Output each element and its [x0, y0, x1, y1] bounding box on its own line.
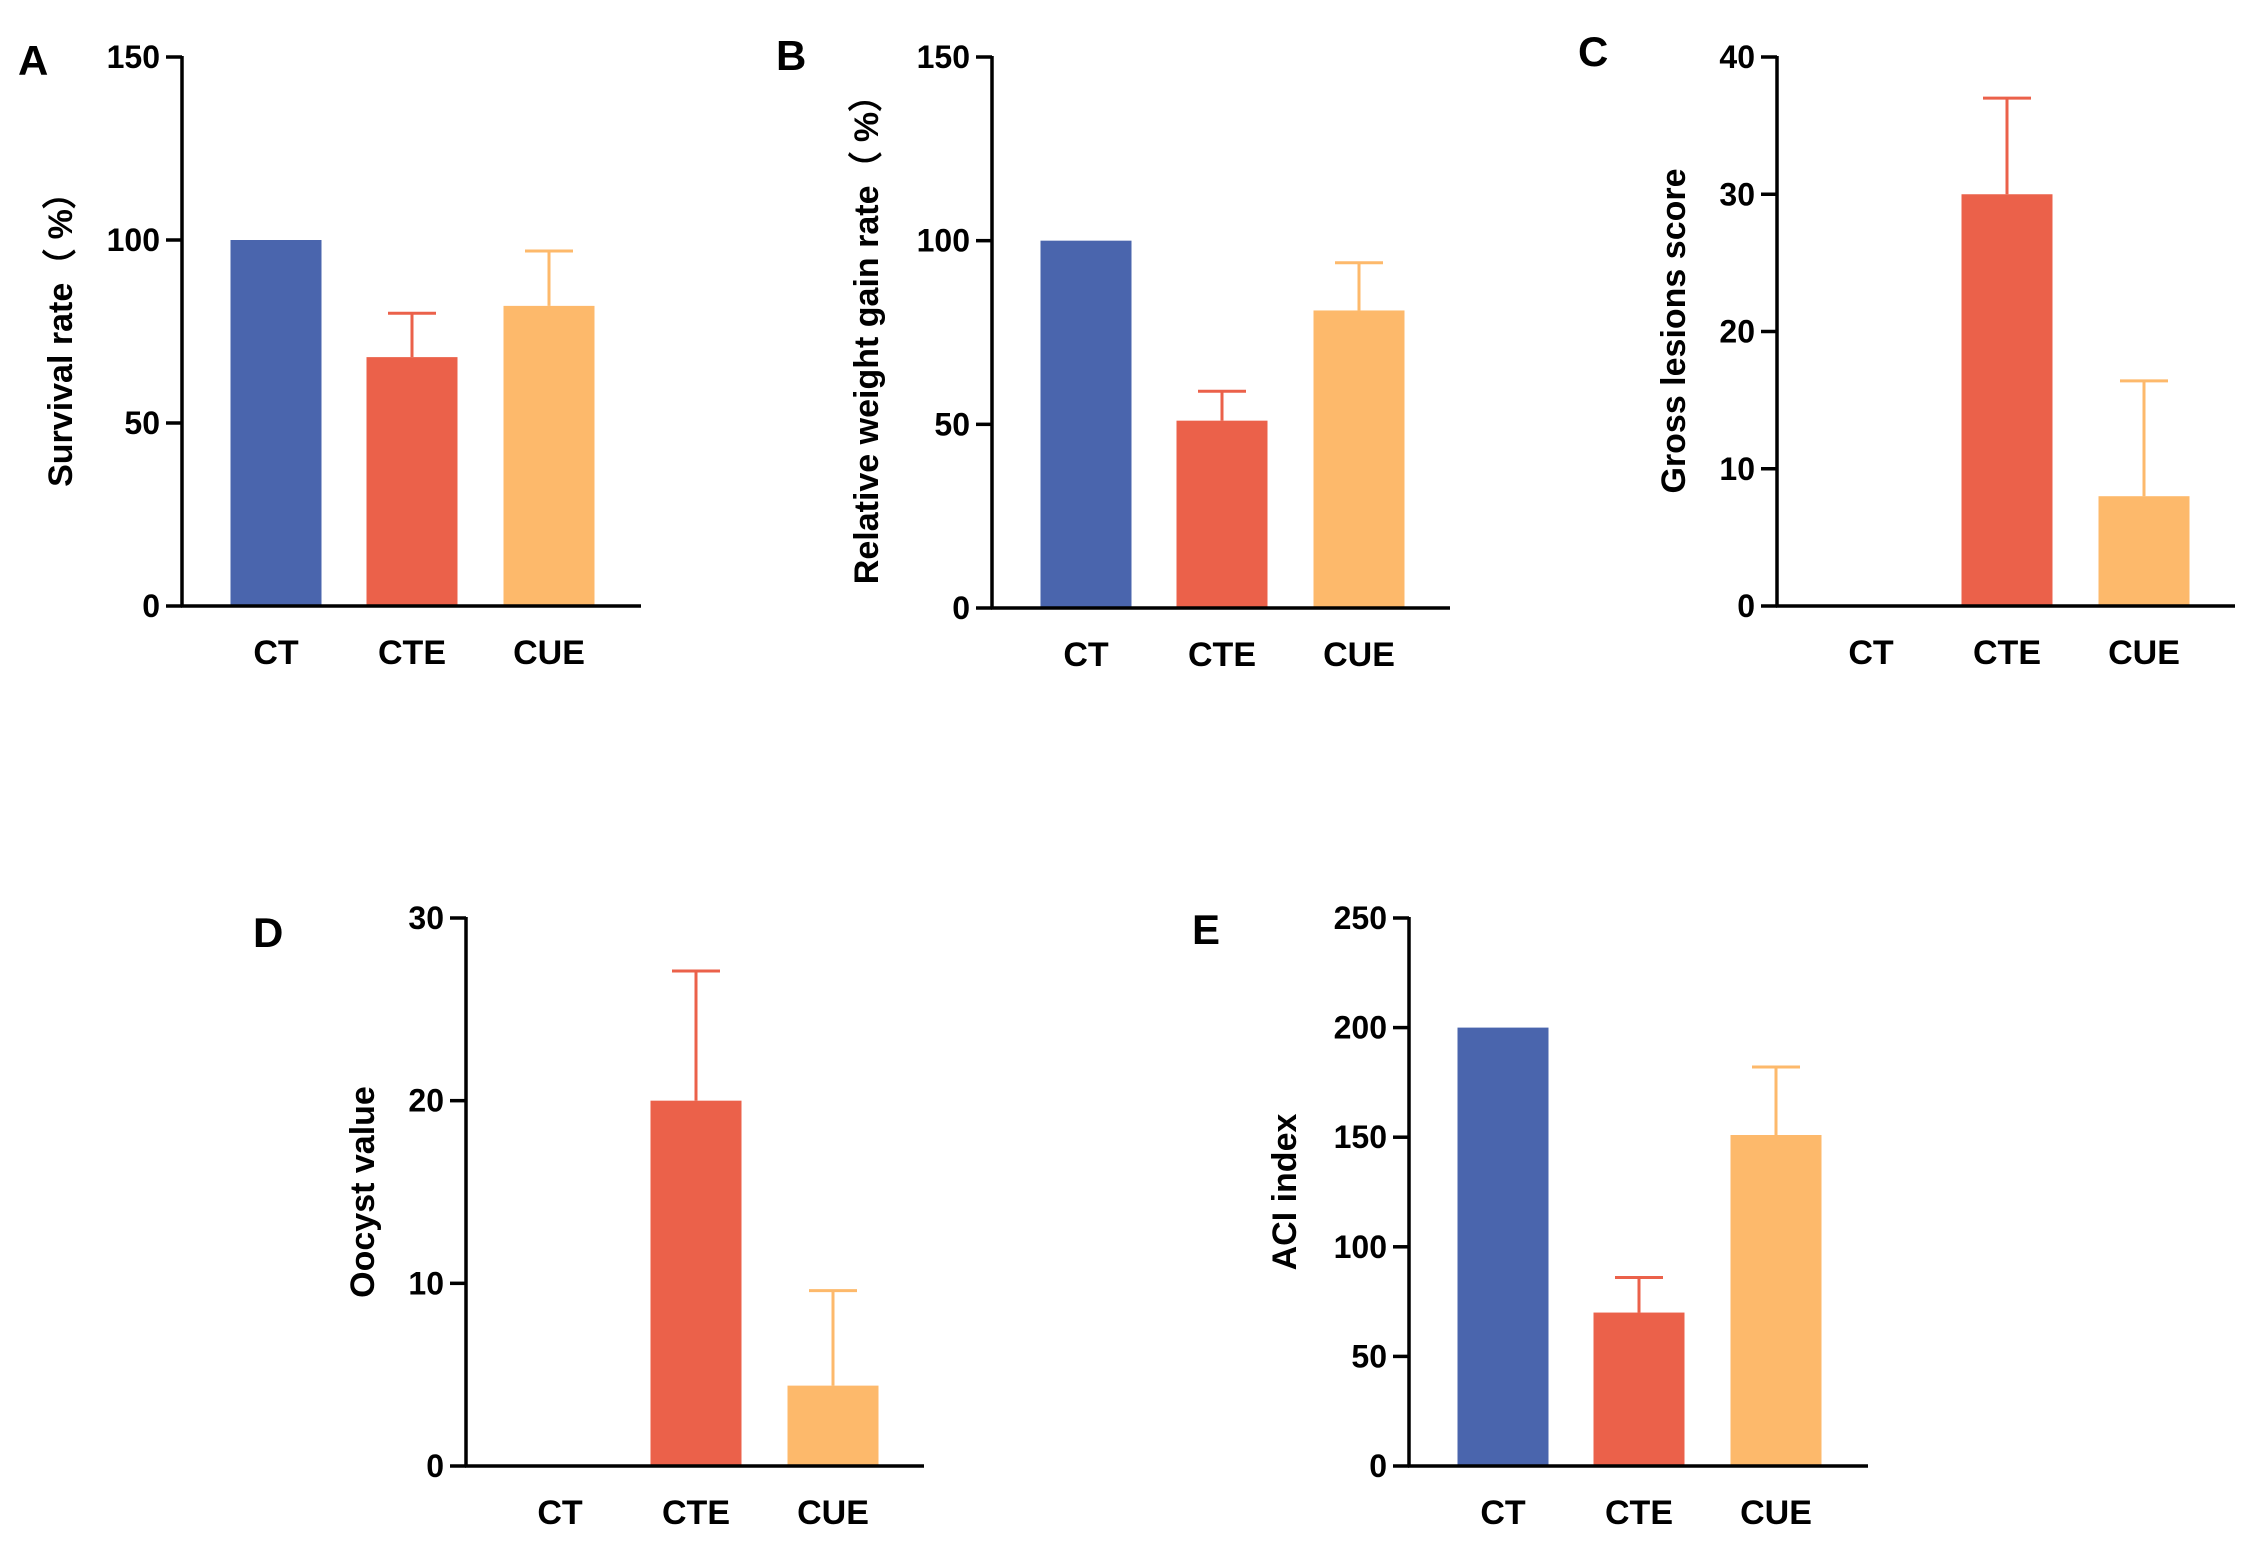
error-bar-cte: [1983, 96, 2031, 195]
chart-panel-c: C Gross lesions score CT CTE CUE 0 10 20 30 40: [1578, 28, 2235, 672]
panel-letter: A: [18, 37, 48, 84]
y-tick-label: 50: [934, 406, 970, 442]
chart-panel-a: A Survival rate（ %） CT CTE CUE 0 50 100 150: [18, 37, 641, 672]
error-bar-cte: [1198, 389, 1246, 421]
y-tick-label: 150: [1334, 1119, 1387, 1155]
bar-cue: [1730, 1135, 1822, 1466]
y-tick-label: 50: [124, 405, 160, 441]
y-tick-label: 150: [917, 39, 970, 75]
x-tick-label-cte: CTE: [662, 1494, 730, 1532]
y-tick-label: 0: [952, 590, 970, 626]
y-axis-title: Relative weight gain rate（ %）: [847, 78, 886, 584]
y-tick-label: 0: [426, 1448, 444, 1484]
error-bar-cte: [1615, 1275, 1663, 1313]
y-tick-label: 10: [408, 1265, 444, 1301]
x-tick-label-ct: CT: [1480, 1494, 1526, 1532]
x-tick-label-ct: CT: [1063, 636, 1109, 674]
y-tick-label: 0: [1369, 1448, 1387, 1484]
x-tick-label-ct: CT: [1848, 634, 1894, 672]
y-tick-label: 0: [142, 588, 160, 624]
error-bar-cue: [1335, 261, 1383, 311]
y-tick-label: 100: [917, 223, 970, 259]
y-tick-label: 100: [107, 222, 160, 258]
y-tick-label: 10: [1719, 451, 1755, 487]
error-bar-cte: [672, 969, 720, 1101]
x-tick-label-cue: CUE: [2108, 634, 2180, 672]
error-bar-cte: [388, 311, 436, 358]
panel-letter: E: [1192, 906, 1220, 953]
bar-cte: [1593, 1312, 1685, 1466]
y-axis-title: Oocyst value: [344, 1086, 382, 1298]
y-tick-label: 250: [1334, 900, 1387, 936]
y-tick-label: 50: [1351, 1338, 1387, 1374]
y-axis-title: ACI index: [1266, 1114, 1304, 1271]
bar-cue: [787, 1385, 879, 1466]
error-bar-cue: [809, 1289, 857, 1386]
bar-ct: [1040, 240, 1132, 608]
bar-cue: [2098, 496, 2190, 606]
panel-letter: C: [1578, 28, 1608, 75]
bar-cte: [1961, 194, 2053, 606]
chart-panel-d: D Oocyst value CT CTE CUE 0 10 20 30: [253, 900, 924, 1532]
y-tick-label: 30: [1719, 176, 1755, 212]
x-tick-label-cue: CUE: [1740, 1494, 1812, 1532]
error-bar-cue: [525, 249, 573, 306]
x-tick-label-ct: CT: [537, 1494, 583, 1532]
y-tick-label: 0: [1737, 588, 1755, 624]
x-tick-label-ct: CT: [253, 634, 299, 672]
x-tick-label-cte: CTE: [1605, 1494, 1673, 1532]
error-bar-cue: [1752, 1065, 1800, 1136]
y-axis-title: Survival rate（ %）: [41, 175, 80, 487]
panel-letter: D: [253, 909, 283, 956]
bar-cte: [650, 1100, 742, 1466]
panel-letter: B: [776, 32, 806, 79]
chart-panel-b: B Relative weight gain rate（ %） CT CTE CUE 0 5…: [776, 32, 1450, 674]
chart-panel-e: E ACI index CT CTE CUE 0 50 100 150 200 250: [1192, 900, 1868, 1532]
bar-ct: [230, 240, 322, 606]
bar-cte: [1176, 420, 1268, 608]
y-tick-label: 30: [408, 900, 444, 936]
x-tick-label-cte: CTE: [378, 634, 446, 672]
y-tick-label: 20: [408, 1083, 444, 1119]
bar-ct: [1457, 1027, 1549, 1466]
x-tick-label-cte: CTE: [1188, 636, 1256, 674]
x-tick-label-cue: CUE: [513, 634, 585, 672]
bar-cte: [366, 357, 458, 606]
y-tick-label: 20: [1719, 314, 1755, 350]
x-tick-label-cue: CUE: [797, 1494, 869, 1532]
bar-cue: [1313, 310, 1405, 608]
y-tick-label: 150: [107, 39, 160, 75]
x-tick-label-cue: CUE: [1323, 636, 1395, 674]
y-tick-label: 40: [1719, 39, 1755, 75]
x-tick-label-cte: CTE: [1973, 634, 2041, 672]
y-axis-title: Gross lesions score: [1655, 168, 1693, 493]
error-bar-cue: [2120, 379, 2168, 497]
y-tick-label: 200: [1334, 1010, 1387, 1046]
bar-cue: [503, 305, 595, 606]
y-tick-label: 100: [1334, 1229, 1387, 1265]
